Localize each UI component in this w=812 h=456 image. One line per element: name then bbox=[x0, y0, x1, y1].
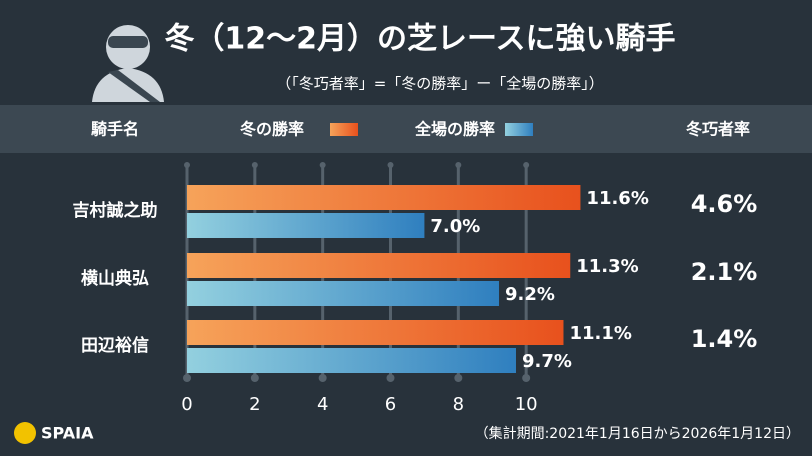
bar bbox=[187, 213, 425, 238]
grid-cap bbox=[523, 162, 530, 168]
x-tick-label: 10 bbox=[515, 394, 538, 415]
extra-value: 4.6% bbox=[691, 190, 758, 218]
value-label: 11.6% bbox=[586, 188, 648, 209]
jockey-icon bbox=[92, 25, 164, 102]
header-band bbox=[0, 105, 812, 153]
chart-title: 冬（12～2月）の芝レースに強い騎手 bbox=[164, 22, 675, 57]
chart-subtitle: （「冬巧者率」=「冬の勝率」ー「全場の勝率」） bbox=[276, 75, 604, 93]
x-tick-label: 6 bbox=[385, 394, 396, 415]
bar bbox=[187, 348, 516, 373]
value-label: 7.0% bbox=[430, 216, 480, 237]
legend-label: 冬の勝率 bbox=[240, 120, 304, 139]
value-label: 9.7% bbox=[522, 351, 572, 372]
grid-cap bbox=[455, 162, 462, 168]
legend-swatch bbox=[505, 123, 533, 136]
tick-mark bbox=[522, 374, 531, 382]
bar bbox=[187, 320, 564, 345]
bar bbox=[187, 185, 581, 210]
x-tick-label: 4 bbox=[317, 394, 328, 415]
legend-swatch bbox=[330, 123, 358, 136]
y-tick-label: 横山典弘 bbox=[81, 268, 149, 289]
bar bbox=[187, 253, 571, 278]
x-tick-label: 0 bbox=[181, 394, 192, 415]
extra-column-header: 冬巧者率 bbox=[686, 120, 750, 139]
grid-cap bbox=[319, 162, 326, 168]
extra-value: 2.1% bbox=[691, 258, 758, 286]
logo: SPAIA bbox=[14, 422, 94, 444]
grid-cap bbox=[387, 162, 394, 168]
category-header: 騎手名 bbox=[91, 120, 139, 139]
grid-cap bbox=[184, 162, 190, 168]
y-tick-label: 田辺裕信 bbox=[81, 335, 149, 356]
extra-value: 1.4% bbox=[691, 325, 758, 353]
value-label: 11.1% bbox=[569, 323, 631, 344]
grid-cap bbox=[251, 162, 258, 168]
tick-mark bbox=[318, 374, 327, 382]
x-tick-label: 2 bbox=[249, 394, 260, 415]
value-label: 9.2% bbox=[505, 284, 555, 305]
bar bbox=[187, 281, 500, 306]
tick-mark bbox=[250, 374, 259, 382]
legend-label: 全場の勝率 bbox=[414, 120, 495, 139]
y-tick-label: 吉村誠之助 bbox=[73, 200, 158, 221]
x-tick-label: 8 bbox=[453, 394, 464, 415]
logo-text: SPAIA bbox=[41, 424, 94, 443]
value-label: 11.3% bbox=[576, 256, 638, 277]
tick-mark bbox=[454, 374, 463, 382]
tick-mark bbox=[183, 374, 191, 382]
tick-mark bbox=[386, 374, 395, 382]
footnote: （集計期間:2021年1月16日から2026年1月12日） bbox=[475, 425, 800, 442]
